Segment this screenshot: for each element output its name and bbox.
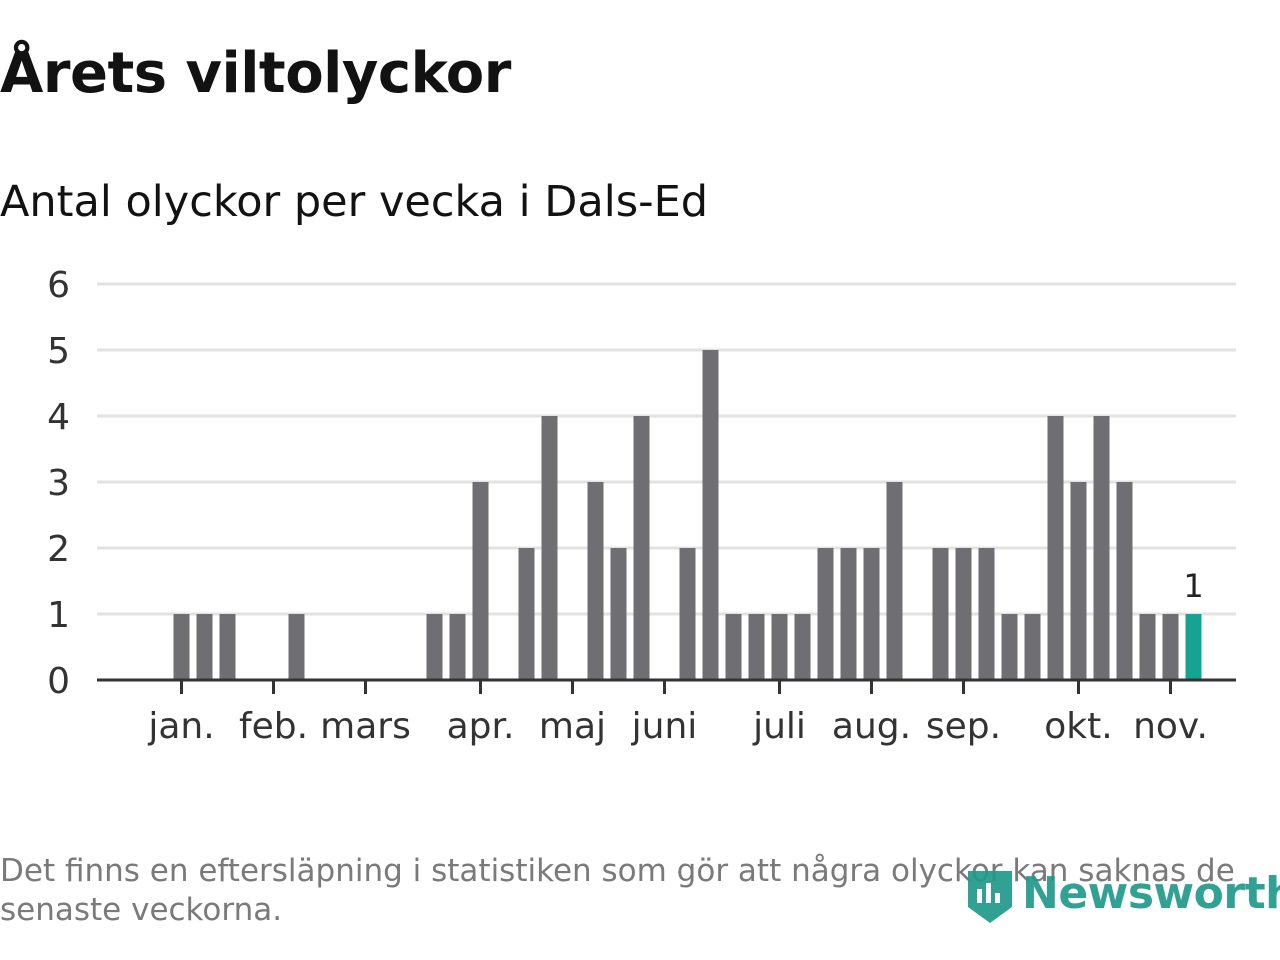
bars: 1 (173, 350, 1204, 680)
highlight-data-label: 1 (1183, 567, 1203, 605)
bar-highlight (1185, 614, 1202, 680)
bar (1001, 614, 1018, 680)
bar (472, 482, 489, 680)
chart-title: Årets viltolyckor (0, 41, 511, 106)
gridlines (97, 282, 1236, 616)
bar (725, 614, 742, 680)
newsworthy-logo: Newsworthy (964, 858, 1280, 928)
x-tick-label: jan. (147, 706, 214, 747)
chart-subtitle: Antal olyckor per vecka i Dals-Ed (0, 177, 709, 227)
y-tick-label: 4 (47, 397, 70, 438)
x-axis-labels: jan. feb. mars apr. maj juni juli aug. sep. okt. n… (147, 706, 1208, 747)
bar (840, 548, 857, 680)
bar (955, 548, 972, 680)
x-tick-label: juli (752, 706, 806, 747)
bar (1047, 416, 1064, 680)
bar (1070, 482, 1087, 680)
x-tick-label: sep. (926, 706, 1001, 747)
bar (449, 614, 466, 680)
x-tick-label: juni (631, 706, 698, 747)
y-tick-label: 6 (47, 265, 70, 306)
y-tick-label: 1 (47, 595, 70, 636)
bar (702, 350, 719, 680)
x-tick-label: okt. (1044, 706, 1112, 747)
newsworthy-logo-text: Newsworthy (1022, 867, 1280, 919)
y-tick-label: 0 (47, 661, 70, 702)
bar (932, 548, 949, 680)
bar (173, 614, 190, 680)
bar (771, 614, 788, 680)
footnote: Det finns en eftersläpning i statistiken… (0, 853, 1235, 928)
bar (587, 482, 604, 680)
x-tick-label: maj (539, 706, 606, 747)
bar (541, 416, 558, 680)
y-axis-ticks: 0 1 2 3 4 5 6 (47, 265, 70, 702)
bar (610, 548, 627, 680)
x-tick-label: nov. (1133, 706, 1208, 747)
bar (1116, 482, 1133, 680)
y-tick-label: 3 (47, 463, 70, 504)
bar (817, 548, 834, 680)
bar (748, 614, 765, 680)
bar (1093, 416, 1110, 680)
bar (794, 614, 811, 680)
x-axis (97, 678, 1236, 694)
y-tick-label: 2 (47, 529, 70, 570)
bar (1024, 614, 1041, 680)
x-tick-label: feb. (239, 706, 308, 747)
bar (426, 614, 443, 680)
newsworthy-logo-icon (968, 871, 1012, 923)
x-tick-label: mars (320, 706, 411, 747)
bar (219, 614, 236, 680)
x-tick-label: aug. (832, 706, 911, 747)
bar (196, 614, 213, 680)
bar-chart: 0 1 2 3 4 5 6 1 jan. feb. mars apr. maj juni juli aug… (47, 265, 1236, 747)
bar (1139, 614, 1156, 680)
bar (886, 482, 903, 680)
bar (1162, 614, 1179, 680)
bar (679, 548, 696, 680)
bar (978, 548, 995, 680)
bar (633, 416, 650, 680)
y-tick-label: 5 (47, 331, 70, 372)
x-tick-label: apr. (447, 706, 515, 747)
bar (518, 548, 535, 680)
bar (863, 548, 880, 680)
bar (288, 614, 305, 680)
